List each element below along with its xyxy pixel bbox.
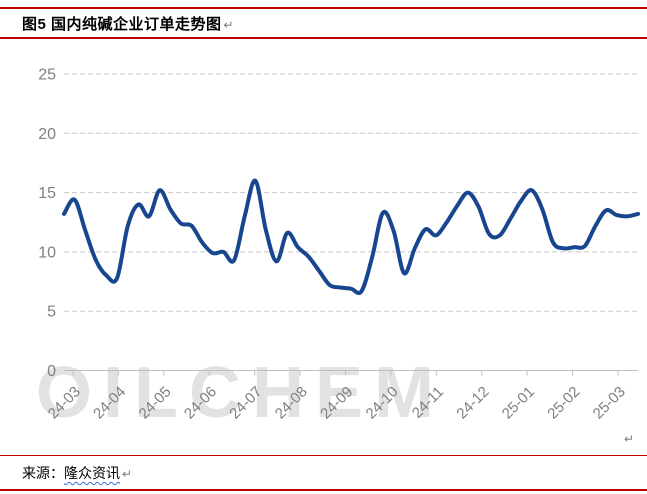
x-axis-label: 25-01 [499, 383, 538, 422]
paragraph-mark-icon: ↵ [624, 432, 635, 446]
y-axis-label: 15 [38, 185, 56, 202]
y-axis-label: 5 [47, 304, 56, 321]
x-axis-label: 24-12 [453, 383, 492, 422]
order-trend-line [62, 178, 640, 295]
x-axis-label: 25-03 [590, 383, 629, 422]
y-axis-label: 10 [38, 244, 56, 261]
paragraph-mark-icon: ↵ [223, 18, 235, 32]
source-line: 来源：隆众资讯 ↵ [22, 463, 132, 483]
x-axis-label: 24-06 [181, 383, 220, 422]
paragraph-mark-icon: ↵ [122, 467, 133, 481]
source-label: 来源： [22, 465, 64, 481]
source-rule [0, 455, 647, 456]
y-axis-label: 0 [47, 363, 56, 380]
x-axis-label: 24-10 [363, 383, 402, 422]
y-axis-label: 25 [38, 67, 56, 84]
x-axis-label: 24-03 [45, 383, 84, 422]
x-axis-label: 25-02 [544, 383, 583, 422]
x-axis-label: 24-05 [136, 383, 175, 422]
x-axis-label: 24-04 [90, 383, 129, 422]
x-axis-label: 24-08 [272, 383, 311, 422]
oilchem-watermark: OILCHEM [36, 353, 445, 433]
title-rule [0, 37, 647, 39]
figure-title: 图5 国内纯碱企业订单走势图 ↵ [22, 13, 234, 34]
x-axis-label: 24-09 [317, 383, 356, 422]
source-name: 隆众资讯 [64, 465, 120, 481]
bottom-rule [0, 489, 647, 491]
x-axis-label: 24-11 [409, 383, 447, 421]
top-rule [0, 7, 647, 9]
order-trend-chart: 0 5 10 15 20 25 24-03 24-04 24-05 24-06 24-07 24-08… [38, 67, 640, 422]
y-axis-label: 20 [38, 126, 56, 143]
figure-title-text: 图5 国内纯碱企业订单走势图 [22, 16, 222, 33]
x-axis-label: 24-07 [226, 383, 265, 422]
